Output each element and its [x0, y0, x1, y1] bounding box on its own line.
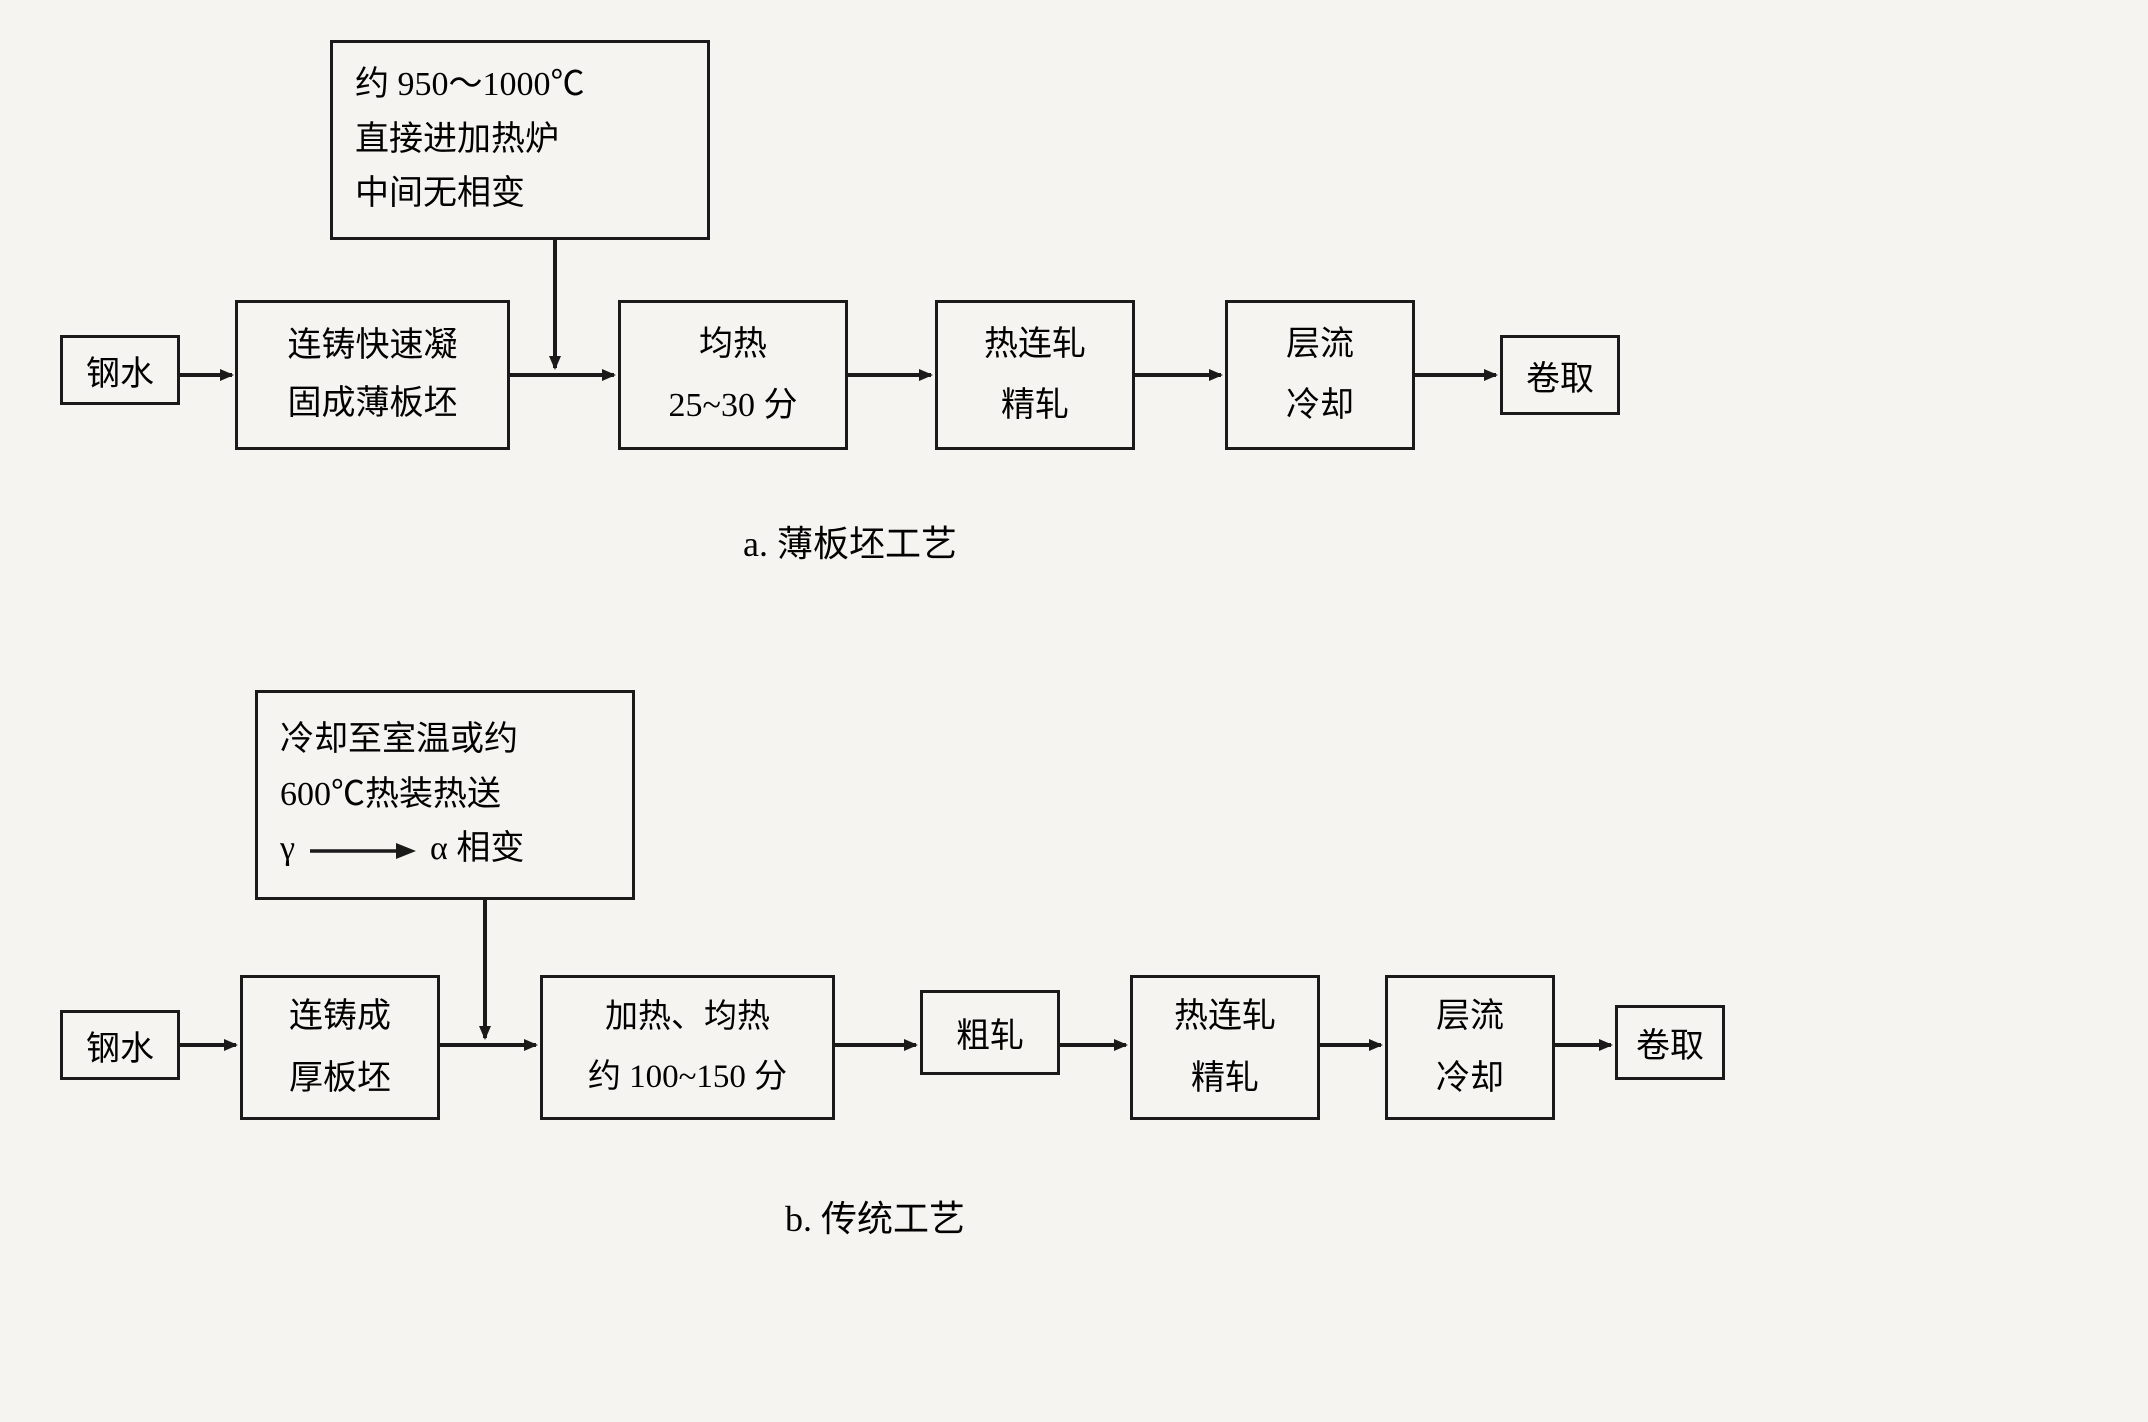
- node-b5-text2: 冷却: [1436, 1048, 1504, 1109]
- annotation-b-line1: 冷却至室温或约: [280, 713, 518, 767]
- annotation-b-line2: 600℃热装热送: [280, 768, 501, 822]
- node-b-molten-steel: 钢水: [60, 1010, 180, 1080]
- annotation-box-b: 冷却至室温或约 600℃热装热送 γ α 相变: [255, 690, 635, 900]
- node-b-coiling: 卷取: [1615, 1005, 1725, 1080]
- node-a-soaking: 均热25~30 分: [618, 300, 848, 450]
- node-a-continuous-cast: 连铸快速凝固成薄板坯: [235, 300, 510, 450]
- node-a4-text1: 层流: [1286, 314, 1354, 375]
- node-b3-text: 粗轧: [956, 1008, 1024, 1057]
- node-b6-text: 卷取: [1636, 1018, 1704, 1067]
- node-a3-text2: 精轧: [1001, 375, 1069, 436]
- node-b4-text1: 热连轧: [1174, 986, 1276, 1047]
- phase-arrow-icon: [308, 841, 418, 861]
- node-a-coiling: 卷取: [1500, 335, 1620, 415]
- node-a-molten-steel: 钢水: [60, 335, 180, 405]
- node-b-continuous-cast: 连铸成厚板坯: [240, 975, 440, 1120]
- node-b-hot-rolling: 热连轧精轧: [1130, 975, 1320, 1120]
- node-b1-text1: 连铸成: [289, 986, 391, 1047]
- node-a1-text2: 固成薄板坯: [288, 375, 458, 433]
- annotation-box-a: 约 950～1000℃ 直接进加热炉 中间无相变: [330, 40, 710, 240]
- node-b1-text2: 厚板坯: [289, 1048, 391, 1109]
- node-a2-text2: 25~30 分: [669, 375, 798, 436]
- annotation-b-line3: γ α 相变: [280, 822, 524, 876]
- node-a5-text: 卷取: [1526, 351, 1594, 400]
- node-a-hot-rolling: 热连轧精轧: [935, 300, 1135, 450]
- node-b-rough-rolling: 粗轧: [920, 990, 1060, 1075]
- node-a2-text1: 均热: [699, 314, 767, 375]
- node-b-laminar-cool: 层流冷却: [1385, 975, 1555, 1120]
- node-b-heating: 加热、均热约 100~150 分: [540, 975, 835, 1120]
- diagram-canvas: 约 950～1000℃ 直接进加热炉 中间无相变 钢水 连铸快速凝固成薄板坯 均…: [0, 0, 2148, 1422]
- annotation-b-alpha: α 相变: [430, 830, 524, 867]
- node-b4-text2: 精轧: [1191, 1048, 1259, 1109]
- node-a4-text2: 冷却: [1286, 375, 1354, 436]
- node-b5-text1: 层流: [1436, 986, 1504, 1047]
- diagram-a-title: a. 薄板坯工艺: [0, 515, 1700, 567]
- node-a1-text1: 连铸快速凝: [288, 317, 458, 375]
- annotation-a-line1: 约 950～1000℃: [355, 58, 585, 112]
- node-a-laminar-cool: 层流冷却: [1225, 300, 1415, 450]
- node-b2-text1: 加热、均热: [605, 988, 770, 1047]
- node-b2-text2: 约 100~150 分: [588, 1048, 787, 1107]
- node-b0-text: 钢水: [86, 1021, 154, 1070]
- diagram-b-title: b. 传统工艺: [0, 1190, 1750, 1242]
- annotation-a-line3: 中间无相变: [355, 167, 525, 221]
- annotation-a-line2: 直接进加热炉: [355, 113, 559, 167]
- node-a3-text1: 热连轧: [984, 314, 1086, 375]
- node-a0-text: 钢水: [86, 346, 154, 395]
- annotation-b-gamma: γ: [280, 830, 295, 867]
